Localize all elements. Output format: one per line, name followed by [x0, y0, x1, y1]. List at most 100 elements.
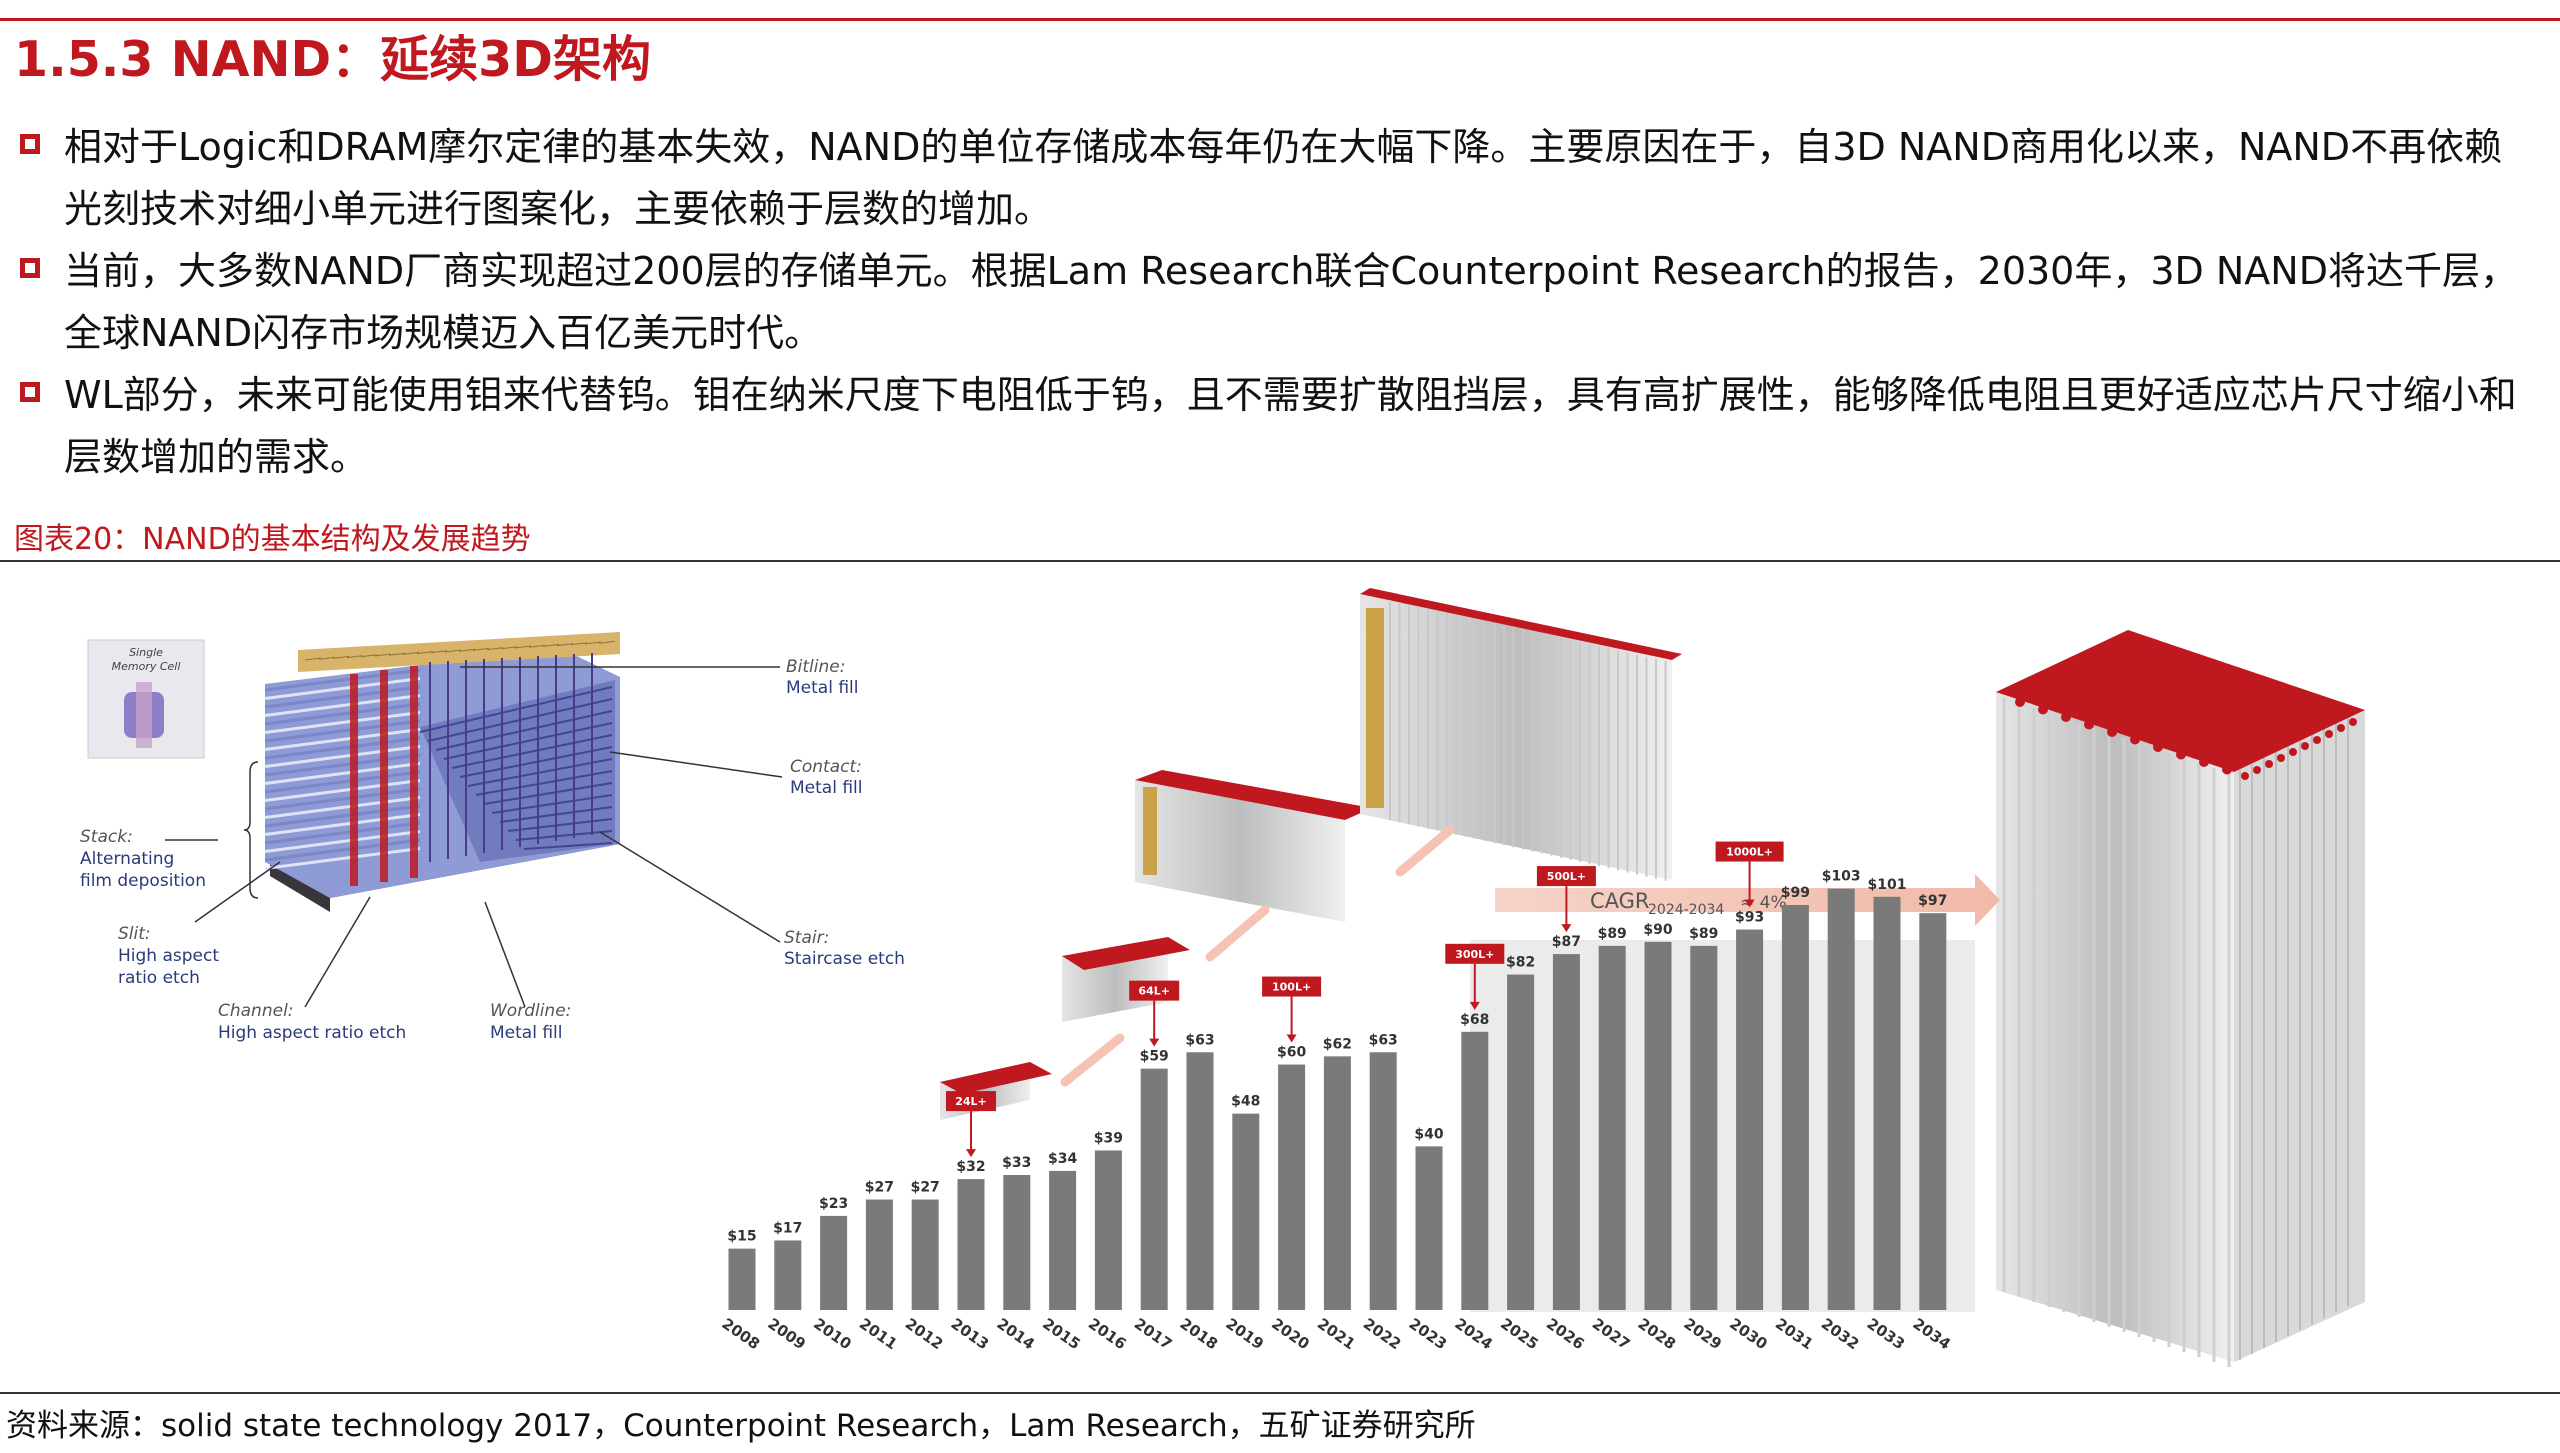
bar — [1003, 1175, 1031, 1310]
figure-caption: 图表20：NAND的基本结构及发展趋势 — [14, 522, 531, 557]
milestone-arrowhead — [1744, 899, 1755, 908]
stack-layer-line — [264, 779, 421, 802]
stack-layer-line — [264, 736, 421, 760]
milestone-label: 500L+ — [1547, 870, 1586, 883]
bitline-strip-line — [500, 646, 518, 650]
block-5-columns — [2002, 698, 2349, 1367]
bitline-strip-line — [360, 654, 378, 658]
bar — [728, 1248, 756, 1310]
block-5-contact-dot — [2337, 724, 2345, 732]
bitline-strip-line — [514, 645, 532, 649]
milestone-label: 100L+ — [1272, 981, 1311, 994]
bar — [1049, 1170, 1077, 1310]
block-4 — [1360, 594, 1672, 880]
x-tick-label: 2008 — [719, 1315, 764, 1354]
x-tick-label: 2011 — [856, 1315, 901, 1354]
block-5-contact-dot — [2084, 719, 2094, 730]
wordline-label-2: Metal fill — [490, 1023, 563, 1043]
stack-layers — [264, 668, 421, 870]
bitline-strip-line — [444, 649, 462, 653]
figure-rule-bottom — [0, 1392, 2560, 1394]
bar-value-label: $103 — [1822, 869, 1861, 885]
bar-value-label: $27 — [865, 1180, 894, 1196]
bullet-text: 相对于Logic和DRAM摩尔定律的基本失效，NAND的单位存储成本每年仍在大幅… — [64, 125, 2503, 231]
bar-value-label: $87 — [1552, 934, 1581, 950]
block-3-top — [1135, 770, 1372, 820]
block-5-contact-dot — [2153, 742, 2163, 752]
channel-label-1: Channel: — [218, 1001, 294, 1021]
bar — [1552, 954, 1580, 1310]
cagr-value: ≈ 4% — [1740, 893, 1787, 913]
bitline-label-1: Bitline: — [786, 657, 845, 677]
bar-value-label: $97 — [1918, 893, 1947, 909]
stack-layer-line — [264, 668, 421, 692]
bar — [1140, 1068, 1168, 1310]
block-5-contact-dot — [2349, 718, 2357, 726]
x-tick-label: 2023 — [1406, 1315, 1451, 1354]
bullet-item: WL部分，未来可能使用钼来代替钨。钼在纳米尺度下电阻低于钨，且不需要扩散阻挡层，… — [14, 364, 2524, 488]
bitline-label-2: Metal fill — [786, 678, 859, 698]
block-4-top — [1360, 588, 1682, 660]
stack-layer-line — [264, 821, 421, 845]
bitline-strip-line — [472, 647, 490, 651]
bullet-item: 相对于Logic和DRAM摩尔定律的基本失效，NAND的单位存储成本每年仍在大幅… — [14, 116, 2524, 240]
bar — [957, 1179, 985, 1310]
bar-value-label: $17 — [773, 1220, 802, 1236]
single-cell-label-2: Memory Cell — [112, 660, 181, 673]
bar-value-label: $40 — [1414, 1126, 1443, 1142]
bar-value-label: $60 — [1277, 1045, 1306, 1061]
x-tick-label: 2010 — [810, 1315, 855, 1354]
x-tick-label: 2024 — [1451, 1315, 1496, 1354]
bitline-strip-line — [584, 641, 602, 645]
bar — [820, 1215, 848, 1310]
bar-series — [728, 888, 1947, 1310]
x-tick-labels: 2008 2009 2010 2011 2012 2013 2014 2015 2016 2017… — [719, 1315, 1954, 1354]
x-tick-label: 2025 — [1497, 1315, 1542, 1354]
bar — [1278, 1064, 1306, 1310]
bitline-strips — [304, 640, 616, 661]
nand-market-chart: CAGR 2024-2034 ≈ 4% $15 $17 $23 $27 $27 $32 $3… — [719, 841, 2000, 1354]
staircase-step-line — [507, 818, 613, 832]
milestone-label: 64L+ — [1138, 985, 1170, 998]
slit-column — [380, 670, 388, 882]
channel-label-2: High aspect ratio etch — [218, 1023, 406, 1043]
x-tick-label: 2015 — [1039, 1315, 1084, 1354]
bar — [1919, 913, 1947, 1310]
bar-value-label: $89 — [1598, 926, 1627, 942]
bullet-square-icon — [20, 134, 40, 154]
bitline-strip-line — [598, 640, 616, 644]
bar-value-label: $32 — [956, 1159, 985, 1175]
x-tick-label: 2028 — [1635, 1315, 1680, 1354]
bar — [1461, 1031, 1489, 1310]
block-5-contact-dot — [2038, 704, 2048, 715]
staircase-step-line — [523, 842, 613, 850]
bar-value-label: $93 — [1735, 910, 1764, 926]
contact-label-1: Contact: — [790, 757, 862, 777]
stack-layer-line — [264, 847, 421, 870]
block-5-contact-dot — [2107, 727, 2117, 737]
wordline-label-1: Wordline: — [490, 1001, 571, 1021]
bar-value-label: $48 — [1231, 1094, 1260, 1110]
staircase — [420, 680, 615, 862]
bullet-square-icon — [20, 258, 40, 278]
stack-base-side — [270, 862, 330, 912]
bar-value-label: $15 — [727, 1229, 756, 1245]
block-5-contact-dot — [2176, 749, 2186, 760]
staircase-step-line — [459, 746, 613, 778]
bar-value-label: $63 — [1185, 1032, 1214, 1048]
milestone-arrowhead — [1469, 1001, 1480, 1010]
x-tick-label: 2019 — [1222, 1315, 1267, 1354]
stack-label-2: Alternating — [80, 849, 174, 869]
milestone-arrowhead — [966, 1149, 976, 1158]
block-5-contact-dot — [2222, 764, 2232, 775]
bar — [1369, 1052, 1397, 1310]
staircase-step-line — [451, 734, 613, 769]
block-5-contact-dot — [2277, 754, 2285, 762]
bar — [1186, 1052, 1214, 1310]
x-tick-label: 2012 — [902, 1315, 947, 1354]
stack-layer-line — [264, 728, 421, 751]
bar-value-label: $68 — [1460, 1012, 1489, 1028]
bar — [774, 1240, 802, 1310]
bitline-strip-line — [388, 652, 406, 656]
block-5-contact-dot — [2253, 766, 2261, 774]
